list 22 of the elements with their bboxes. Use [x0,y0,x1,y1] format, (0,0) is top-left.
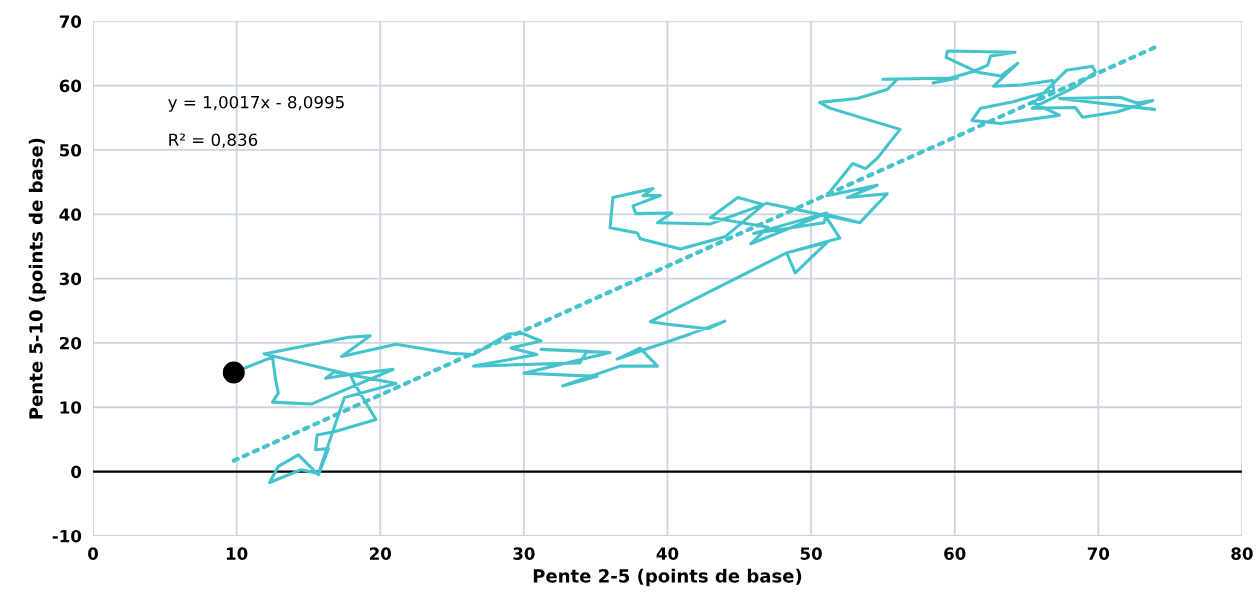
y-tick-label: 50 [60,143,82,157]
y-tick-label: 10 [60,401,82,414]
x-tick-label: 20 [369,547,392,560]
y-tick-label: 30 [59,272,82,286]
y-tick-label: 40 [59,208,82,221]
y-tick-label: 60 [59,79,82,93]
x-tick-label: 40 [656,547,679,560]
y-tick-label: 20 [60,336,82,350]
x-tick-label: 70 [1087,547,1110,560]
y-axis-title: Pente 5-10 (points de base) [28,138,47,419]
x-tick-label: 50 [800,547,822,560]
y-tick-label: -10 [52,529,82,543]
annotation: R² = 0,836 [169,133,258,148]
x-tick-label: 0 [88,547,99,560]
x-tick-label: 30 [513,547,535,560]
annotation: y = 1,0017x - 8,0995 [168,95,344,112]
x-tick-label: 80 [1231,547,1253,560]
x-axis-title: Pente 2-5 (points de base) [533,568,802,587]
y-tick-label: 70 [59,15,82,28]
x-tick-label: 60 [944,547,966,560]
y-tick-label: 0 [71,465,82,479]
x-tick-label: 10 [226,547,248,560]
